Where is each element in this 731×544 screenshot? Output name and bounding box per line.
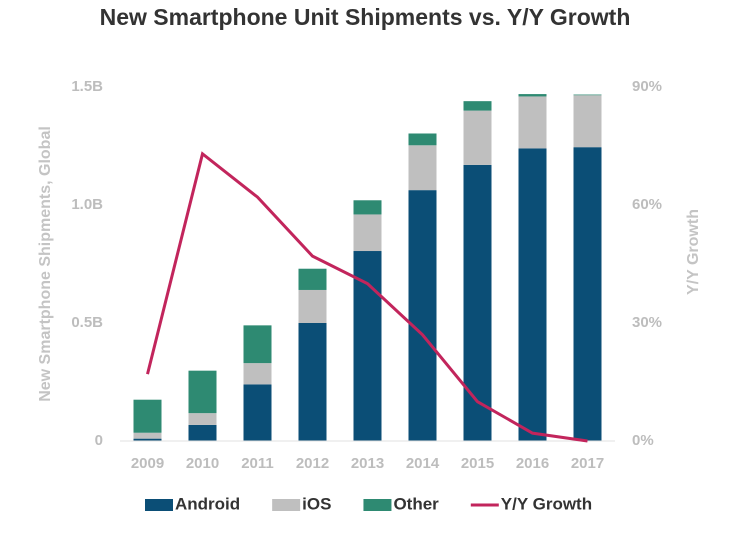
bar [298, 289, 327, 323]
bar [463, 164, 492, 441]
y-axis-title: New Smartphone Shipments, Global [37, 126, 54, 402]
y2-tick-label: 60% [632, 196, 662, 213]
bar [463, 110, 492, 165]
bar [243, 363, 272, 385]
legend-swatch [272, 499, 301, 511]
bar [133, 432, 162, 439]
bar [298, 323, 327, 441]
line [146, 151, 588, 443]
bar [573, 147, 602, 441]
chart-title: New Smartphone Unit Shipments vs. Y/Y Gr… [100, 4, 631, 30]
legend-label: iOS [302, 494, 331, 513]
legend-label: Y/Y Growth [501, 494, 592, 513]
x-tick-label: 2010 [186, 455, 219, 472]
bar [573, 95, 602, 148]
y2-tick-label: 30% [632, 314, 662, 331]
x-tick-label: 2017 [571, 455, 604, 472]
y2-axis-title: Y/Y Growth [685, 209, 702, 295]
bar [573, 94, 602, 96]
x-tick-label: 2016 [516, 455, 549, 472]
bar [133, 399, 162, 433]
bar [353, 214, 382, 252]
legend-swatch [363, 499, 392, 511]
bar [408, 190, 437, 441]
y-tick-label: 1.0B [71, 196, 103, 213]
bar [518, 94, 547, 97]
bar [408, 133, 437, 146]
bar [188, 370, 217, 414]
y2-tick-label: 0% [632, 432, 654, 449]
bar [408, 145, 437, 191]
bar [133, 438, 162, 441]
bar [518, 96, 547, 149]
bar [243, 325, 272, 364]
y2-tick-label: 90% [632, 78, 662, 95]
y-tick-label: 0 [95, 432, 103, 449]
y-tick-label: 1.5B [71, 78, 103, 95]
x-tick-label: 2009 [131, 455, 164, 472]
x-tick-label: 2012 [296, 455, 329, 472]
legend-label: Other [393, 494, 439, 513]
bar [188, 424, 217, 441]
y-tick-label: 0.5B [71, 314, 103, 331]
bar [298, 268, 327, 290]
bar [353, 200, 382, 215]
legend-label: Android [175, 494, 240, 513]
x-tick-label: 2014 [406, 455, 440, 472]
x-tick-label: 2013 [351, 455, 384, 472]
legend-swatch [145, 499, 173, 511]
x-tick-label: 2015 [461, 455, 494, 472]
bar [463, 101, 492, 111]
bar [188, 413, 217, 425]
bar [518, 148, 547, 442]
bar [243, 384, 272, 441]
x-tick-label: 2011 [241, 455, 274, 472]
